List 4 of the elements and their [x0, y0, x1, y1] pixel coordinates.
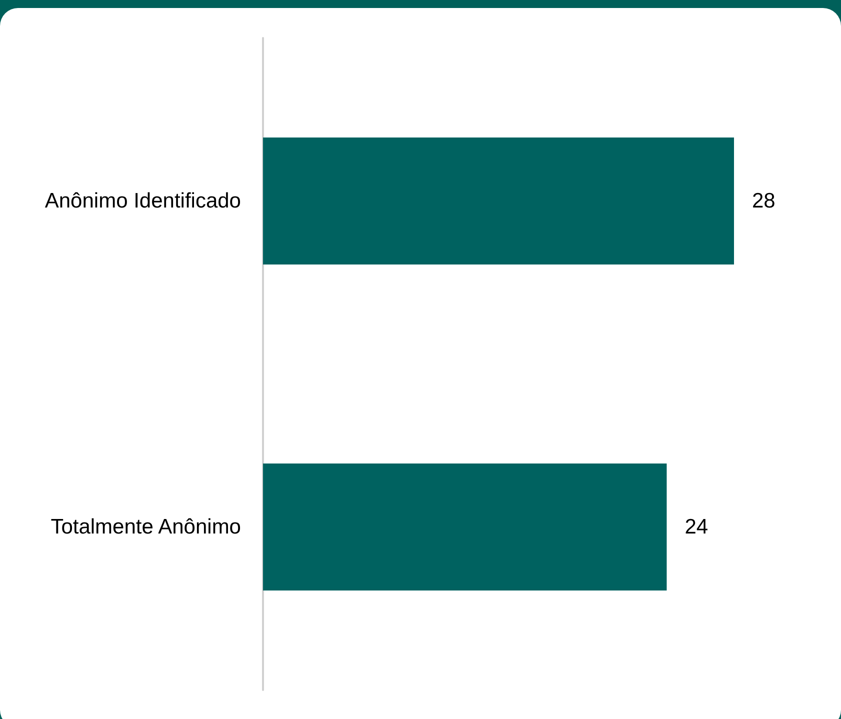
data-label: 28	[752, 190, 776, 212]
y-tick-label: Totalmente Anônimo	[50, 516, 241, 538]
data-label: 24	[684, 516, 708, 538]
y-tick-label: Anônimo Identificado	[44, 190, 241, 212]
